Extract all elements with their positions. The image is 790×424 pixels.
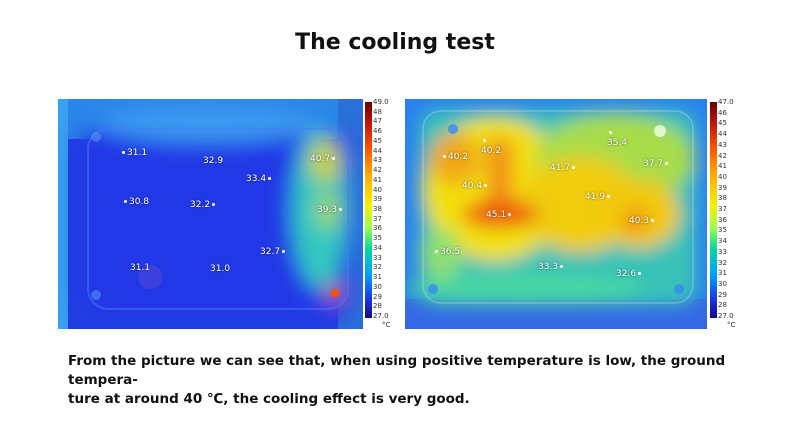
scale-tick: 35 (718, 226, 727, 235)
color-scale-left: 49.0 48 47 46 45 44 43 42 41 40 39 38 37 36 35 34 33 32 3… (365, 99, 399, 329)
scale-tick: 43 (373, 156, 382, 165)
scale-tick: 36 (373, 224, 382, 233)
temperature-reading: 31.1 (130, 263, 151, 273)
temperature-reading: 40.3 (629, 216, 656, 226)
scale-tick: 42 (373, 166, 382, 175)
caption: From the picture we can see that, when u… (68, 352, 758, 409)
scale-tick: 48 (373, 107, 382, 116)
temperature-reading: 32.2 (190, 200, 217, 210)
temperature-reading: 45.1 (486, 210, 513, 220)
scale-tick: 46 (373, 127, 382, 136)
scale-tick: 34 (373, 243, 382, 252)
scale-unit: °C (382, 321, 391, 329)
scale-tick: 45 (718, 119, 727, 128)
scale-tick: 34 (718, 237, 727, 246)
temperature-reading: 41.9 (585, 192, 612, 202)
temperature-reading: 40.2 (441, 152, 468, 162)
color-scale-bar (365, 102, 372, 318)
temperature-reading: 33.4 (246, 174, 273, 184)
scale-unit: °C (727, 321, 736, 329)
scale-tick: 39 (718, 183, 727, 192)
scale-tick: 30 (373, 282, 382, 291)
scale-tick: 33 (718, 247, 727, 256)
scale-tick: 44 (373, 146, 382, 155)
page-title: The cooling test (295, 30, 495, 55)
scale-tick: 47 (373, 117, 382, 126)
scale-tick: 31 (718, 269, 727, 278)
scale-tick: 39 (373, 195, 382, 204)
scale-max: 49.0 (373, 98, 389, 106)
scale-tick: 38 (718, 194, 727, 203)
scale-tick: 31 (373, 273, 382, 282)
scale-tick: 32 (373, 263, 382, 272)
scale-tick: 40 (718, 172, 727, 181)
temperature-reading: 31.1 (120, 148, 147, 158)
thermal-image-right-graphic (405, 99, 707, 329)
scale-tick: 37 (373, 214, 382, 223)
temperature-reading: 40.7 (310, 154, 337, 164)
scale-tick: 45 (373, 136, 382, 145)
scale-tick: 43 (718, 140, 727, 149)
temperature-reading: 39.3 (317, 205, 344, 215)
scale-tick: 42 (718, 151, 727, 160)
temperature-reading: 32.9 (203, 156, 224, 166)
scale-tick: 29 (373, 292, 382, 301)
temperature-reading: 41.7 (550, 163, 577, 173)
temperature-reading: 30.8 (122, 197, 149, 207)
scale-tick: 35 (373, 234, 382, 243)
scale-tick: 32 (718, 258, 727, 267)
temperature-reading: 32.7 (260, 247, 287, 257)
scale-tick: 44 (718, 130, 727, 139)
scale-tick: 41 (718, 162, 727, 171)
scale-min: 27.0 (373, 312, 389, 320)
temperature-reading: 33.3 (538, 262, 565, 272)
scale-tick: 28 (718, 301, 727, 310)
color-scale-bar (710, 102, 717, 318)
temperature-reading: 32.6 (616, 269, 643, 279)
scale-tick: 29 (718, 290, 727, 299)
thermal-image-left-graphic (58, 99, 363, 329)
temperature-reading: 40.2 (481, 136, 501, 156)
thermal-image-right: 40.2 35.4 40.2 37.7 41.7 40.4 41.9 45.1 … (405, 99, 707, 329)
temperature-reading: 40.4 (462, 181, 489, 191)
caption-line: From the picture we can see that, when u… (68, 353, 726, 388)
scale-min: 27.0 (718, 312, 734, 320)
scale-tick: 30 (718, 279, 727, 288)
temperature-reading: 36.5 (433, 247, 460, 257)
scale-tick: 41 (373, 175, 382, 184)
caption-line: ture at around 40 ℃, the cooling effect … (68, 391, 470, 407)
scale-tick: 36 (718, 215, 727, 224)
scale-max: 47.0 (718, 98, 734, 106)
scale-tick: 33 (373, 253, 382, 262)
scale-tick: 46 (718, 108, 727, 117)
thermal-image-left: 31.1 32.9 40.7 33.4 30.8 32.2 39.3 32.7 … (58, 99, 363, 329)
temperature-reading: 37.7 (643, 159, 670, 169)
color-scale-right: 47.0 46 45 44 43 42 41 40 39 38 37 36 35 34 33 32 31 30 2… (710, 99, 744, 329)
scale-tick: 37 (718, 205, 727, 213)
scale-tick: 38 (373, 205, 382, 213)
temperature-reading: 31.0 (210, 264, 231, 274)
scale-tick: 28 (373, 302, 382, 311)
temperature-reading: 35.4 (607, 128, 627, 148)
scale-tick: 40 (373, 185, 382, 194)
